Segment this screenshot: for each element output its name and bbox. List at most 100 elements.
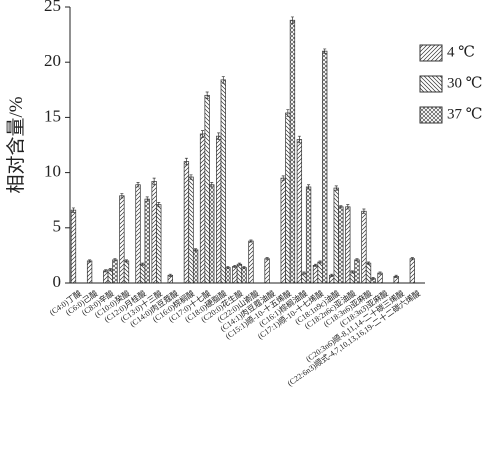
error-bar — [104, 269, 108, 273]
legend-label: 4 ℃ — [447, 44, 475, 60]
error-bar — [136, 182, 140, 188]
bar — [236, 263, 243, 284]
legend-swatch — [419, 106, 443, 124]
error-bar — [217, 132, 221, 140]
bar — [112, 259, 118, 284]
error-bar — [307, 184, 311, 190]
error-bar — [168, 273, 172, 277]
bar — [209, 184, 215, 284]
bar — [86, 260, 93, 284]
error-bar — [157, 202, 161, 208]
bar — [354, 259, 360, 284]
error-bar — [88, 259, 92, 263]
bar — [301, 272, 307, 284]
legend-swatch — [419, 75, 443, 93]
bar — [333, 187, 339, 284]
bar — [338, 206, 344, 284]
error-bar — [124, 259, 128, 263]
legend-label: 37 ℃ — [447, 106, 483, 122]
error-bar — [371, 277, 375, 281]
error-bar — [237, 262, 241, 266]
bar — [280, 177, 286, 284]
error-bar — [233, 264, 237, 268]
bar — [135, 184, 141, 284]
bar — [192, 249, 199, 284]
bar — [188, 176, 194, 284]
bar — [70, 209, 77, 284]
error-bar — [201, 130, 205, 138]
error-bar — [323, 48, 327, 54]
error-bar — [221, 76, 225, 84]
y-axis-label: 相对含量/% — [5, 96, 27, 193]
bar — [232, 266, 238, 284]
error-bar — [210, 182, 214, 188]
bar — [349, 271, 356, 284]
error-bar — [350, 270, 354, 274]
error-bar — [113, 258, 117, 262]
error-bar — [286, 109, 290, 117]
error-bar — [194, 248, 198, 252]
bar — [139, 263, 146, 284]
bar — [225, 267, 231, 284]
error-bar — [355, 258, 359, 262]
bar — [199, 133, 206, 284]
bar — [361, 210, 367, 284]
bar — [409, 258, 415, 284]
bar — [119, 195, 125, 284]
y-tick-label: 10 — [44, 162, 61, 181]
y-tick-label: 5 — [53, 217, 62, 236]
error-bar — [71, 207, 75, 213]
error-bar — [290, 16, 294, 24]
bar — [151, 181, 157, 284]
bar — [183, 161, 190, 284]
bar — [365, 262, 372, 284]
error-bar — [281, 175, 285, 181]
error-bar — [249, 239, 253, 243]
error-bar — [378, 271, 382, 275]
bar — [248, 240, 254, 284]
bar — [144, 198, 150, 284]
error-bar — [120, 193, 124, 199]
error-bar — [226, 266, 230, 269]
error-bar — [145, 196, 149, 202]
bar — [305, 186, 312, 284]
error-bar — [410, 257, 414, 261]
bar — [317, 261, 323, 284]
bar — [241, 267, 247, 284]
error-bar — [330, 273, 334, 277]
bar — [312, 264, 319, 284]
y-tick-label: 25 — [44, 0, 61, 15]
bar — [103, 270, 109, 284]
error-bar — [362, 208, 366, 214]
error-bar — [314, 263, 318, 267]
y-tick-label: 15 — [44, 106, 61, 125]
bar — [204, 94, 210, 284]
legend-swatch — [419, 44, 443, 62]
error-bar — [265, 257, 269, 261]
error-bar — [242, 266, 246, 269]
bar — [322, 50, 328, 284]
bar — [107, 269, 113, 284]
error-bar — [367, 261, 371, 265]
bar — [156, 204, 162, 284]
bar — [216, 135, 222, 284]
error-bar — [334, 185, 338, 191]
error-bar — [394, 274, 398, 278]
bar — [296, 139, 303, 284]
bar — [123, 260, 130, 284]
error-bar — [339, 205, 343, 209]
y-tick-label: 20 — [44, 51, 61, 70]
error-bar — [318, 260, 322, 264]
bar — [285, 112, 291, 284]
error-bar — [152, 177, 156, 186]
bar — [220, 79, 226, 284]
error-bar — [205, 91, 209, 99]
error-bar — [141, 262, 145, 266]
error-bar — [346, 204, 350, 210]
error-bar — [189, 174, 193, 180]
bar — [345, 206, 351, 284]
bar — [264, 258, 270, 284]
bar — [377, 272, 383, 284]
error-bar — [108, 268, 112, 272]
error-bar — [302, 271, 306, 275]
